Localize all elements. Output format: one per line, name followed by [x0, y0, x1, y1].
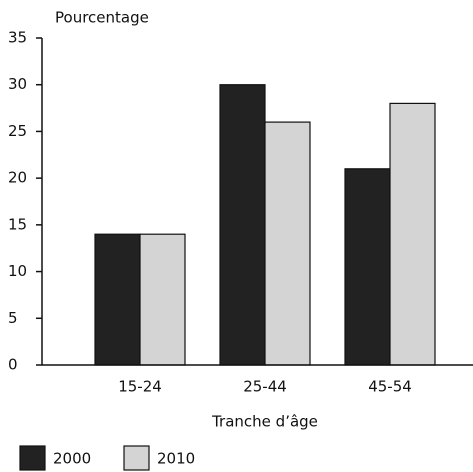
y-tick-label: 30 — [8, 75, 27, 93]
y-axis-title: Pourcentage — [55, 9, 149, 27]
x-tick-label: 45-54 — [368, 378, 412, 396]
y-tick-label: 0 — [8, 356, 18, 374]
x-tick-label: 15-24 — [118, 378, 162, 396]
y-tick-label: 5 — [8, 309, 18, 327]
legend-swatch — [19, 445, 46, 471]
bar — [264, 121, 311, 366]
legend-swatch — [123, 445, 150, 471]
bar — [344, 168, 391, 366]
y-tick-label: 20 — [8, 169, 27, 187]
y-tick-label: 25 — [8, 122, 27, 140]
y-tick-label: 15 — [8, 215, 27, 233]
y-tick-label: 35 — [8, 29, 27, 47]
x-axis-title: Tranche d’âge — [211, 413, 318, 431]
bar — [139, 233, 186, 366]
x-tick-label: 25-44 — [243, 378, 287, 396]
y-tick-label: 10 — [8, 262, 27, 280]
bar — [389, 102, 436, 366]
legend-label: 2010 — [157, 450, 195, 468]
legend-label: 2000 — [53, 450, 91, 468]
bar — [94, 233, 141, 366]
bar — [219, 84, 266, 366]
